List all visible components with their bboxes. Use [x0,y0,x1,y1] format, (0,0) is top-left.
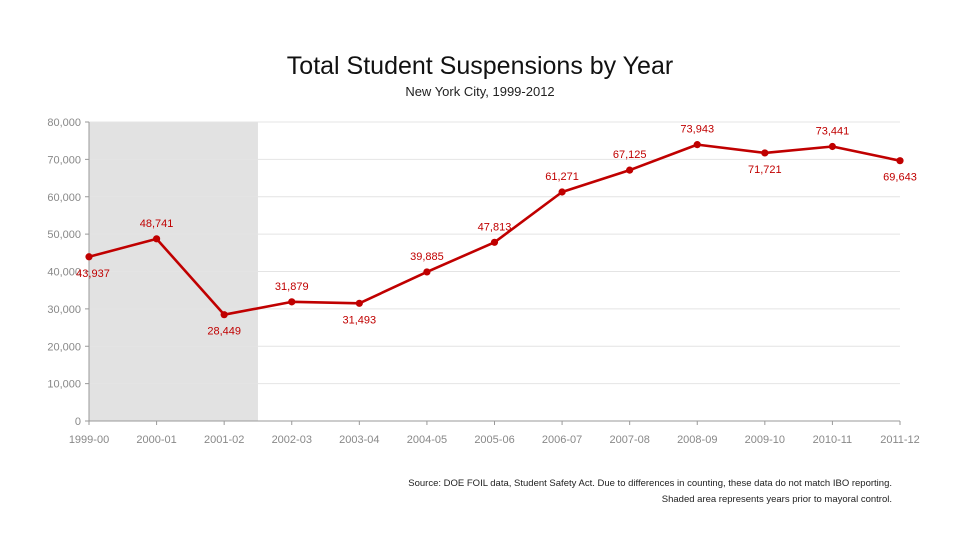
data-point [626,166,634,174]
data-point [761,149,769,157]
y-tick-label: 50,000 [47,229,81,241]
data-label: 28,449 [207,326,241,338]
series-layer [85,141,904,319]
data-label: 31,493 [343,314,377,326]
y-tick-label: 70,000 [47,154,81,166]
shaded-area-note: Shaded area represents years prior to ma… [661,494,892,505]
data-label: 61,271 [545,171,579,183]
data-point [220,311,228,319]
x-tick-label: 2006-07 [542,434,582,446]
y-tick-label: 30,000 [47,304,81,316]
x-tick-label: 2003-04 [339,434,379,446]
data-point [490,238,499,246]
data-label: 31,879 [275,281,309,293]
data-point [355,299,363,307]
x-tick-label: 2002-03 [272,434,312,446]
y-tick-label: 40,000 [47,267,81,279]
data-point [85,253,93,261]
data-point [558,188,566,196]
x-tick-label: 2008-09 [677,434,717,446]
data-label: 48,741 [140,218,174,230]
y-tick-label: 60,000 [47,192,81,204]
x-tick-label: 2004-05 [407,434,447,446]
gridline-layer [89,121,900,385]
data-label: 73,441 [816,126,850,138]
y-tick-label: 0 [75,416,81,428]
data-label: 39,885 [410,251,444,263]
x-tick-label: 2010-11 [813,434,853,446]
y-tick-label: 10,000 [47,379,81,391]
x-tick-label: 2005-06 [474,434,514,446]
source-note: Source: DOE FOIL data, Student Safety Ac… [408,478,892,489]
data-point [828,142,837,151]
x-tick-label: 2007-08 [609,434,649,446]
data-label-layer: 43,937 48,741 28,449 31,879 31,493 39,885 47,8… [76,124,917,338]
x-tick-label: 2011-12 [880,434,920,446]
y-tick-label: 80,000 [47,117,81,129]
data-point [693,141,701,149]
data-point [896,157,904,165]
data-label: 43,937 [76,268,110,280]
tick-label-layer: 0 10,000 20,000 30,000 40,000 50,000 60,000 70,… [47,117,919,446]
axis-layer [85,121,901,425]
x-tick-label: 2009-10 [745,434,785,446]
x-tick-label: 2001-02 [204,434,244,446]
data-label: 47,813 [478,221,512,233]
data-label: 67,125 [613,149,647,161]
x-tick-label: 2000-01 [136,434,176,446]
data-label: 69,643 [883,172,917,184]
chart-title: Total Student Suspensions by Year [286,52,674,80]
data-point [423,268,431,276]
x-tick-label: 1999-00 [69,434,109,446]
data-point [152,235,161,243]
data-label: 71,721 [748,164,782,176]
y-tick-label: 20,000 [47,341,81,353]
chart-subtitle: New York City, 1999-2012 [405,84,555,99]
data-point [288,298,296,306]
data-label: 73,943 [680,124,714,136]
